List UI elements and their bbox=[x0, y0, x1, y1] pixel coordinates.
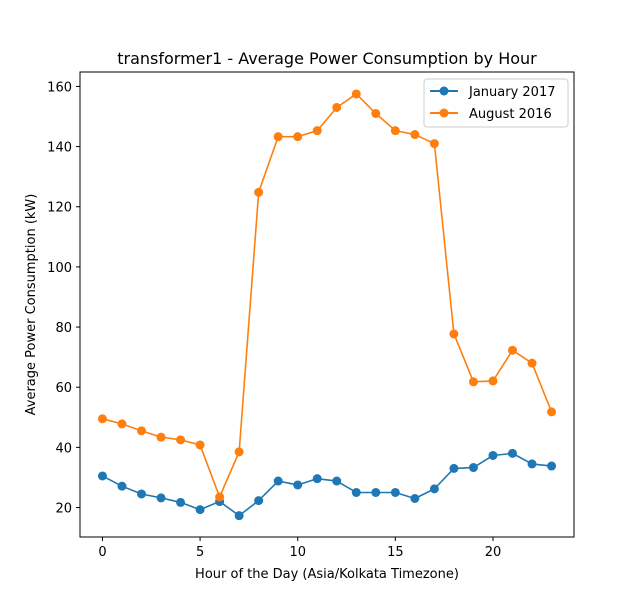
data-point-january-2017 bbox=[273, 476, 283, 486]
chart-title: transformer1 - Average Power Consumption… bbox=[117, 49, 537, 68]
data-point-january-2017 bbox=[468, 463, 478, 473]
y-tick-label: 20 bbox=[55, 502, 72, 517]
data-point-january-2017 bbox=[293, 480, 303, 490]
legend-label-january-2017: January 2017 bbox=[468, 85, 556, 100]
data-point-august-2016 bbox=[156, 432, 166, 442]
data-point-january-2017 bbox=[410, 494, 420, 503]
data-point-august-2016 bbox=[273, 132, 283, 142]
y-tick-label: 100 bbox=[47, 261, 72, 276]
data-point-january-2017 bbox=[156, 493, 166, 503]
data-point-august-2016 bbox=[195, 440, 205, 450]
data-point-january-2017 bbox=[449, 463, 459, 473]
y-tick-label: 140 bbox=[47, 141, 72, 156]
x-tick-label: 0 bbox=[98, 545, 106, 560]
data-point-august-2016 bbox=[468, 377, 478, 387]
plot-frame bbox=[79, 71, 575, 538]
y-tick-label: 40 bbox=[55, 441, 72, 456]
data-point-january-2017 bbox=[390, 487, 400, 497]
data-point-august-2016 bbox=[527, 358, 537, 368]
data-point-august-2016 bbox=[371, 109, 381, 119]
data-point-august-2016 bbox=[215, 492, 225, 502]
data-point-august-2016 bbox=[293, 132, 303, 142]
data-point-august-2016 bbox=[547, 407, 557, 417]
y-tick-label: 60 bbox=[55, 381, 72, 396]
data-point-august-2016 bbox=[449, 329, 459, 339]
legend-marker-january-2017 bbox=[439, 86, 449, 96]
legend-marker-august-2016 bbox=[439, 108, 449, 118]
legend: January 2017 August 2016 bbox=[423, 78, 569, 128]
data-point-august-2016 bbox=[254, 187, 264, 197]
data-point-january-2017 bbox=[371, 487, 381, 497]
data-point-august-2016 bbox=[176, 435, 186, 445]
data-point-january-2017 bbox=[195, 505, 205, 515]
data-point-january-2017 bbox=[507, 448, 517, 458]
data-point-january-2017 bbox=[97, 471, 107, 481]
x-axis: 0 5 10 15 20 bbox=[98, 537, 501, 560]
data-point-january-2017 bbox=[488, 450, 498, 460]
data-point-january-2017 bbox=[429, 484, 439, 494]
data-point-august-2016 bbox=[507, 345, 517, 355]
data-point-january-2017 bbox=[254, 496, 264, 506]
legend-label-august-2016: August 2016 bbox=[469, 107, 552, 122]
data-point-january-2017 bbox=[117, 481, 127, 491]
data-point-january-2017 bbox=[234, 511, 244, 521]
legend-box bbox=[423, 78, 569, 128]
data-point-august-2016 bbox=[332, 102, 342, 112]
data-point-january-2017 bbox=[137, 489, 147, 499]
data-point-august-2016 bbox=[410, 130, 420, 140]
data-point-january-2017 bbox=[312, 474, 322, 484]
data-point-january-2017 bbox=[176, 497, 186, 507]
data-point-august-2016 bbox=[137, 426, 147, 436]
data-point-august-2016 bbox=[234, 447, 244, 457]
y-tick-label: 120 bbox=[47, 201, 72, 216]
data-point-january-2017 bbox=[351, 487, 361, 497]
series-layer bbox=[97, 89, 557, 521]
data-point-august-2016 bbox=[390, 126, 400, 136]
data-point-august-2016 bbox=[97, 414, 107, 424]
x-tick-label: 10 bbox=[289, 545, 306, 560]
data-point-august-2016 bbox=[117, 419, 127, 429]
x-tick-label: 20 bbox=[485, 545, 502, 560]
x-tick-label: 15 bbox=[387, 545, 404, 560]
data-point-january-2017 bbox=[527, 459, 537, 469]
data-point-august-2016 bbox=[312, 126, 322, 136]
data-point-august-2016 bbox=[488, 376, 498, 386]
data-point-january-2017 bbox=[547, 461, 557, 471]
plot-area bbox=[80, 72, 574, 537]
y-axis-label: Average Power Consumption (kW) bbox=[24, 194, 39, 416]
data-point-august-2016 bbox=[429, 139, 439, 149]
y-axis: 20 40 60 80 100 120 140 160 bbox=[47, 80, 80, 517]
data-point-january-2017 bbox=[332, 476, 342, 486]
y-tick-label: 80 bbox=[55, 321, 72, 336]
x-tick-label: 5 bbox=[196, 545, 204, 560]
x-axis-label: Hour of the Day (Asia/Kolkata Timezone) bbox=[195, 567, 459, 582]
y-tick-label: 160 bbox=[47, 80, 72, 95]
data-point-august-2016 bbox=[351, 89, 361, 99]
